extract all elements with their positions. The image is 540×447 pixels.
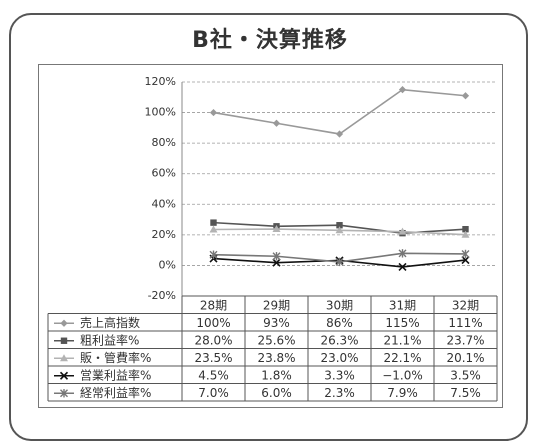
table-value-cell: 7.5% (450, 386, 481, 400)
legend-key-marker (60, 319, 68, 327)
table-value-cell: −1.0% (382, 368, 423, 382)
legend-series-label: 経常利益率% (80, 385, 151, 400)
table-value-cell: 21.1% (383, 333, 421, 347)
x-category-label: 29期 (263, 298, 290, 312)
y-tick-label: 120% (145, 75, 176, 88)
table-value-cell: 3.3% (324, 368, 355, 382)
data-point (398, 262, 407, 272)
x-category-label: 31期 (389, 298, 416, 312)
table-value-cell: 23.8% (257, 351, 295, 365)
legend-key-marker (60, 354, 68, 362)
data-point (209, 108, 218, 117)
data-point (461, 92, 470, 100)
plot-frame (38, 64, 503, 408)
data-point (209, 250, 218, 259)
table-value-cell: 22.1% (383, 351, 421, 365)
table-value-cell: 23.0% (320, 351, 358, 365)
table-value-cell: 2.3% (324, 386, 355, 400)
data-point (336, 222, 343, 229)
chart-title: B社・決算推移 (192, 28, 348, 53)
data-point (209, 225, 218, 233)
legend-key-marker (60, 337, 68, 344)
table-value-cell: 23.7% (446, 333, 484, 347)
data-point (398, 86, 407, 94)
table-value-cell: 26.3% (320, 333, 358, 347)
y-tick-label: 0% (159, 258, 176, 271)
y-tick-label: 20% (152, 228, 176, 241)
data-point (272, 258, 281, 267)
data-point (335, 257, 344, 267)
data-point (272, 225, 281, 233)
table-value-cell: 28.0% (194, 333, 232, 347)
data-point (461, 256, 470, 265)
y-tick-label: 80% (152, 136, 176, 149)
data-point (462, 226, 469, 233)
x-category-label: 32期 (452, 298, 479, 312)
series-line (213, 88, 466, 135)
y-tick-label: -20% (148, 289, 176, 302)
legend-series-label: 営業利益率% (80, 367, 151, 382)
data-point (210, 219, 217, 226)
table-value-cell: 6.0% (261, 386, 292, 400)
table-value-cell: 115% (385, 316, 419, 330)
legend-key-marker (60, 389, 68, 398)
y-tick-label: 60% (152, 167, 176, 180)
table-value-cell: 23.5% (194, 351, 232, 365)
table-value-cell: 100% (196, 316, 230, 330)
data-point (398, 227, 407, 235)
y-tick-label: 100% (145, 106, 176, 119)
table-value-cell: 7.9% (387, 386, 418, 400)
data-point (335, 226, 344, 234)
data-point (461, 249, 470, 259)
legend-series-label: 売上高指数 (80, 315, 140, 330)
data-point (272, 252, 281, 261)
table-value-cell: 25.6% (257, 333, 295, 347)
data-point (398, 249, 407, 258)
data-point (272, 119, 281, 127)
table-value-cell: 3.5% (450, 368, 481, 382)
legend-series-label: 販・管費率% (80, 350, 151, 365)
table-value-cell: 4.5% (198, 368, 229, 382)
table-value-cell: 86% (326, 316, 353, 330)
table-value-cell: 93% (263, 316, 290, 330)
x-category-label: 28期 (200, 298, 227, 312)
y-tick-label: 40% (152, 197, 176, 210)
table-value-cell: 1.8% (261, 368, 292, 382)
table-value-cell: 111% (448, 316, 482, 330)
table-value-cell: 7.0% (198, 386, 229, 400)
x-category-label: 30期 (326, 298, 353, 312)
legend-key-marker (59, 371, 69, 380)
data-point (335, 130, 344, 138)
data-point (461, 230, 470, 238)
legend-series-label: 粗利益率% (80, 332, 139, 347)
table-value-cell: 20.1% (446, 351, 484, 365)
